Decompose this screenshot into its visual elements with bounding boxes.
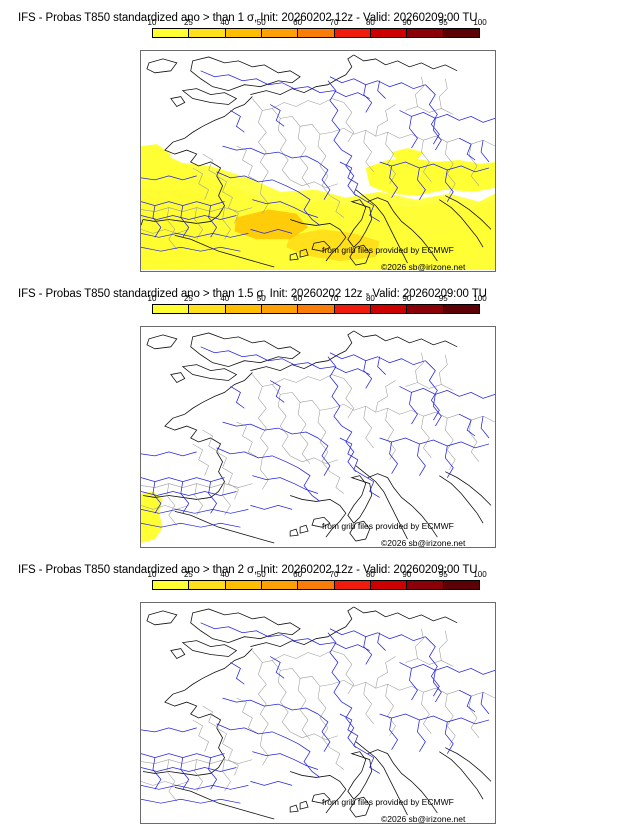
- colorbar-tick: 40: [220, 18, 230, 27]
- panel-title-1sigma: IFS - Probas T850 standardized ano > tha…: [18, 12, 478, 24]
- colorbar-tick: 50: [256, 294, 266, 303]
- colorbar-segment: [189, 29, 226, 37]
- forecast-panel-2sigma: IFS - Probas T850 standardized ano > tha…: [0, 552, 630, 828]
- attribution-copyright: ©2026 sb@irizone.net: [381, 262, 466, 272]
- colorbar-tick: 90: [402, 570, 412, 579]
- colorbar-segment: [261, 581, 299, 589]
- forecast-panel-1-5sigma: IFS - Probas T850 standardized ano > tha…: [0, 276, 630, 552]
- colorbar-gradient: [152, 28, 480, 38]
- colorbar-segment: [407, 581, 444, 589]
- map-canvas-2sigma[interactable]: [140, 602, 496, 824]
- colorbar-tick: 95: [438, 18, 448, 27]
- colorbar-tick: 60: [293, 294, 303, 303]
- colorbar-tick: 60: [293, 18, 303, 27]
- coastline-layer: [141, 54, 492, 268]
- colorbar-tick: 90: [402, 18, 412, 27]
- colorbar-tick: 95: [438, 570, 448, 579]
- attribution-source: from grib files provided by ECMWF: [322, 521, 454, 531]
- colorbar-segment: [261, 29, 299, 37]
- colorbar-segment: [407, 305, 444, 313]
- colorbar-tick: 70: [329, 18, 339, 27]
- colorbar-tick: 80: [365, 570, 375, 579]
- colorbar-tick: 60: [293, 570, 303, 579]
- panel-title-2sigma: IFS - Probas T850 standardized ano > tha…: [18, 564, 478, 576]
- colorbar-segment: [370, 305, 408, 313]
- colorbar-tick: 10: [147, 570, 157, 579]
- colorbar-ticks: 10 25 40 50 60 70 80 90 95 100: [148, 570, 487, 580]
- colorbar-segment: [334, 29, 371, 37]
- colorbar-segment: [298, 581, 335, 589]
- colorbar-segment: [407, 29, 444, 37]
- map-canvas-1sigma[interactable]: [140, 50, 496, 272]
- colorbar-1sigma: 10 25 40 50 60 70 80 90 95 100: [148, 18, 487, 40]
- colorbar-segment: [225, 581, 262, 589]
- attribution-copyright: ©2026 sb@irizone.net: [381, 538, 466, 548]
- colorbar-segment: [225, 29, 262, 37]
- border-layer: [141, 628, 495, 802]
- colorbar-tick: 95: [438, 294, 448, 303]
- colorbar-tick: 40: [220, 294, 230, 303]
- coastline-layer: [142, 330, 492, 544]
- river-layer: [141, 70, 495, 252]
- forecast-panel-1sigma: IFS - Probas T850 standardized ano > tha…: [0, 0, 630, 276]
- colorbar-1-5sigma: 10 25 40 50 60 70 80 90 95 100: [148, 294, 487, 316]
- border-layer: [141, 76, 495, 250]
- colorbar-2sigma: 10 25 40 50 60 70 80 90 95 100: [148, 570, 487, 592]
- colorbar-segment: [298, 305, 335, 313]
- river-layer: [141, 622, 495, 804]
- colorbar-segment: [298, 29, 335, 37]
- colorbar-tick: 10: [147, 18, 157, 27]
- colorbar-tick: 100: [473, 570, 487, 579]
- colorbar-segment: [334, 305, 371, 313]
- colorbar-segment: [225, 305, 262, 313]
- colorbar-tick: 80: [365, 294, 375, 303]
- attribution-copyright: ©2026 sb@irizone.net: [381, 814, 466, 824]
- colorbar-tick: 25: [183, 570, 193, 579]
- colorbar-segment: [370, 581, 408, 589]
- colorbar-segment: [443, 581, 479, 589]
- colorbar-tick: 80: [365, 18, 375, 27]
- colorbar-segment: [261, 305, 299, 313]
- map-canvas-1-5sigma[interactable]: [140, 326, 496, 548]
- colorbar-segment: [334, 581, 371, 589]
- colorbar-segment: [443, 29, 479, 37]
- attribution-source: from grib files provided by ECMWF: [322, 245, 454, 255]
- colorbar-tick: 25: [183, 294, 193, 303]
- river-layer: [141, 346, 495, 528]
- panel-title-1-5sigma: IFS - Probas T850 standardized ano > tha…: [18, 288, 487, 300]
- colorbar-segment: [153, 581, 190, 589]
- colorbar-segment: [153, 29, 190, 37]
- colorbar-gradient: [152, 580, 480, 590]
- colorbar-segment: [189, 581, 226, 589]
- coastline-layer: [142, 606, 492, 820]
- colorbar-tick: 50: [256, 570, 266, 579]
- probability-shading: [141, 144, 495, 271]
- colorbar-segment: [189, 305, 226, 313]
- colorbar-tick: 40: [220, 570, 230, 579]
- colorbar-tick: 90: [402, 294, 412, 303]
- colorbar-segment: [370, 29, 408, 37]
- colorbar-tick: 70: [329, 294, 339, 303]
- colorbar-tick: 50: [256, 18, 266, 27]
- colorbar-ticks: 10 25 40 50 60 70 80 90 95 100: [148, 294, 487, 304]
- border-layer: [141, 352, 495, 526]
- colorbar-segment: [153, 305, 190, 313]
- attribution-source: from grib files provided by ECMWF: [322, 797, 454, 807]
- probability-shading: [141, 491, 163, 544]
- colorbar-tick: 10: [147, 294, 157, 303]
- colorbar-ticks: 10 25 40 50 60 70 80 90 95 100: [148, 18, 487, 28]
- colorbar-tick: 70: [329, 570, 339, 579]
- colorbar-tick: 25: [183, 18, 193, 27]
- colorbar-gradient: [152, 304, 480, 314]
- colorbar-tick: 100: [473, 294, 487, 303]
- colorbar-tick: 100: [473, 18, 487, 27]
- colorbar-segment: [443, 305, 479, 313]
